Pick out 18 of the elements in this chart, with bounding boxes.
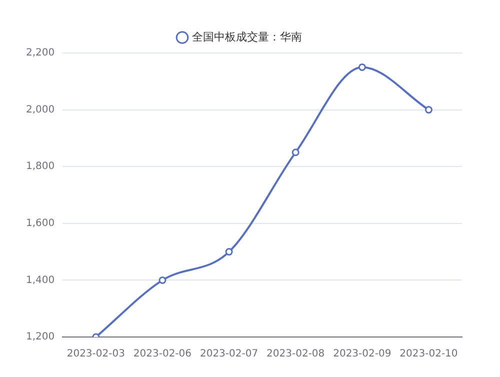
y-tick-label: 2,000 xyxy=(26,104,55,116)
x-tick-label: 2023-02-08 xyxy=(266,348,325,360)
point xyxy=(292,148,300,156)
x-tick-label: 2023-02-09 xyxy=(333,348,392,360)
y-tick-label: 1,400 xyxy=(26,274,55,286)
legend-label: 全国中板成交量：华南 xyxy=(192,30,302,44)
point xyxy=(158,276,166,284)
point xyxy=(225,248,233,256)
x-tick-label: 2023-02-10 xyxy=(400,348,458,360)
y-tick-label: 2,200 xyxy=(26,48,55,59)
y-tick-label: 1,200 xyxy=(26,332,55,343)
y-tick-label: 1,800 xyxy=(26,161,55,172)
x-tick-label: 2023-02-07 xyxy=(200,348,258,360)
point xyxy=(358,63,366,71)
point xyxy=(424,106,432,114)
x-tick-label: 2023-02-03 xyxy=(66,348,125,360)
x-tick-label: 2023-02-06 xyxy=(133,348,192,360)
y-tick-label: 1,600 xyxy=(26,218,55,229)
